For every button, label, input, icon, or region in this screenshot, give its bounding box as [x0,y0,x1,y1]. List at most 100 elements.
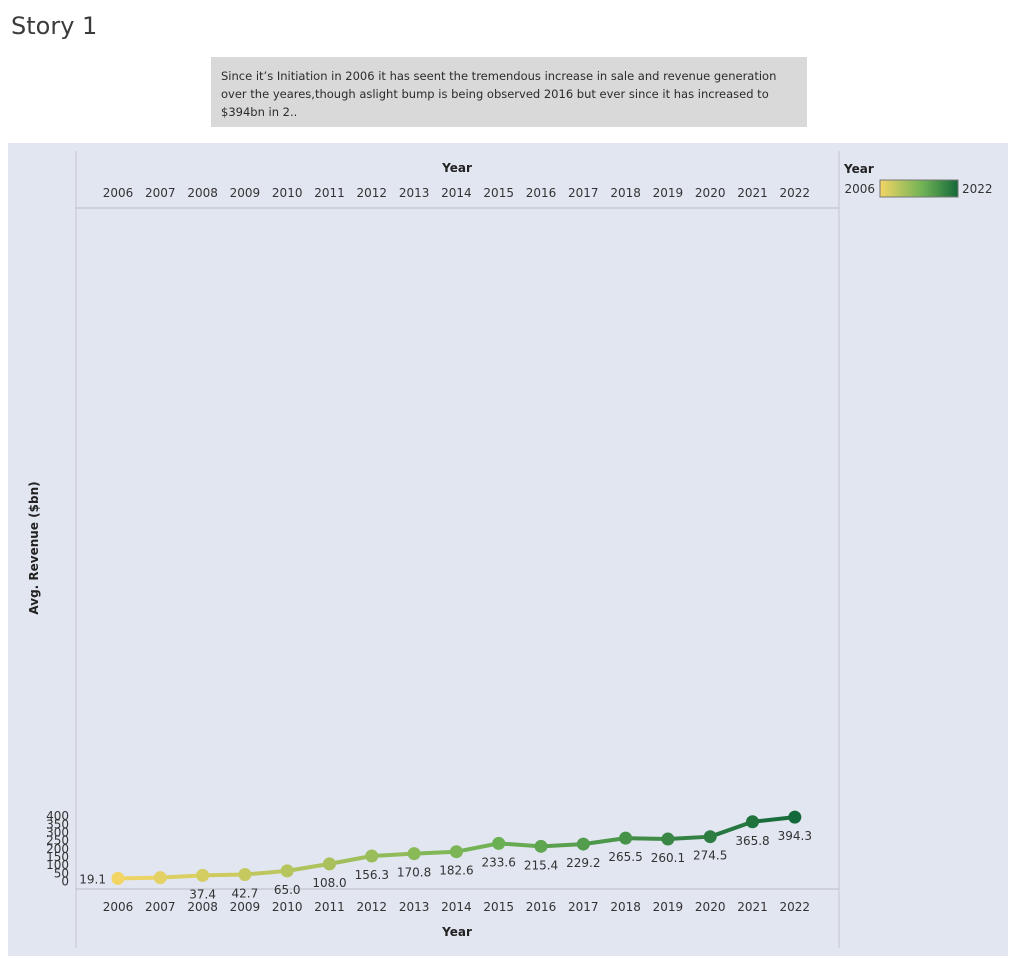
chart-panel: Year Year Avg. Revenue ($bn) Year 2006 2… [8,143,1008,956]
data-point [323,857,336,871]
y-tick-label: 250 [46,834,69,848]
data-label: 260.1 [651,851,685,865]
caption-box: Since it’s Initiation in 2006 it has see… [211,57,807,127]
x-tick-label: 2017 [568,900,599,914]
x-tick-label: 2012 [357,900,388,914]
x-tick-label-top: 2009 [230,186,261,200]
x-tick-label: 2011 [314,900,345,914]
data-point [196,868,210,882]
data-label: 19.1 [79,872,106,886]
x-tick-label-top: 2017 [568,186,599,200]
data-point [492,836,506,850]
data-point [365,849,379,863]
x-tick-label: 2019 [653,900,684,914]
x-tick-label-top: 2014 [441,186,472,200]
data-label: 265.5 [608,850,642,864]
data-label: 37.4 [189,887,216,901]
x-axis-title-bottom: Year [441,925,472,939]
line-segment [327,853,374,866]
x-tick-label: 2016 [526,900,557,914]
x-tick-label-top: 2006 [103,186,134,200]
x-tick-label: 2022 [780,900,811,914]
x-tick-label-top: 2022 [780,186,811,200]
data-label: 182.6 [439,864,473,878]
x-tick-label-top: 2007 [145,186,176,200]
y-tick-label: 50 [54,866,69,880]
line-segment [496,841,543,849]
x-tick-label-top: 2016 [526,186,557,200]
data-label: 42.7 [232,887,259,901]
y-tick-label: 150 [46,850,69,864]
line-segment [116,875,163,881]
data-label: 365.8 [735,834,769,848]
x-tick-label: 2020 [695,900,726,914]
x-tick-label-top: 2013 [399,186,430,200]
data-label: 108.0 [312,876,346,890]
legend-min-label: 2006 [844,182,875,196]
x-tick-label: 2013 [399,900,430,914]
data-labels-layer: 19.1 37.4 42.7 65.0 108.0 156.3 170.8 182.6 233.… [79,829,812,901]
data-point [111,871,125,885]
data-label: 170.8 [397,866,431,880]
line-segment [750,815,797,824]
x-tick-label-top: 2018 [610,186,641,200]
data-label: 274.5 [693,849,727,863]
y-tick-label: 400 [46,809,69,823]
data-point [788,810,802,824]
data-point [407,847,421,861]
x-tick-label-top: 2015 [483,186,514,200]
line-chart: Year Year Avg. Revenue ($bn) Year 2006 2… [27,151,993,948]
line-segment [412,849,459,856]
legend-title: Year [843,162,874,176]
y-tick-label: 300 [46,826,69,840]
line-segment [665,834,713,842]
story-title: Story 1 [11,12,98,40]
caption-text: Since it’s Initiation in 2006 it has see… [221,69,777,119]
line-segment [369,851,417,858]
data-label: 215.4 [524,858,558,872]
x-tick-label: 2006 [103,900,134,914]
line-segment [708,819,755,839]
y-tick-label: 0 [61,875,69,889]
y-tick-label: 350 [46,817,69,831]
data-label: 65.0 [274,883,301,897]
x-tick-label: 2021 [737,900,768,914]
line-segment [623,836,670,842]
x-axis-title-top: Year [441,161,472,175]
y-axis-title: Avg. Revenue ($bn) [27,481,41,614]
x-tick-label-top: 2008 [187,186,218,200]
x-tick-label-top: 2020 [695,186,726,200]
data-point [661,832,675,846]
line-segment [581,836,628,847]
data-point [280,864,294,878]
data-point [703,830,717,844]
x-tick-label: 2014 [441,900,472,914]
line-segment [158,873,205,880]
data-label: 394.3 [778,829,812,843]
x-tick-label: 2007 [145,900,176,914]
legend-max-label: 2022 [962,182,993,196]
data-label: 229.2 [566,856,600,870]
data-point [449,845,463,859]
data-label: 233.6 [482,855,516,869]
x-tick-label: 2018 [610,900,641,914]
x-tick-label-top: 2021 [737,186,768,200]
line-segment [539,842,586,849]
data-point [746,815,759,829]
data-point [619,831,633,845]
y-tick-label: 100 [46,858,69,872]
x-tick-label: 2008 [187,900,218,914]
x-tick-label-top: 2019 [653,186,684,200]
y-tick-label: 200 [46,842,69,856]
x-tick-label: 2009 [230,900,261,914]
line-segment [242,868,290,877]
series-points-layer [111,810,802,885]
x-tick-label: 2015 [483,900,514,914]
x-tick-label: 2010 [272,900,303,914]
line-segment [200,872,247,878]
line-segment [285,861,332,873]
line-segment [454,841,501,854]
legend-color-ramp [879,179,959,198]
data-point [153,871,167,885]
